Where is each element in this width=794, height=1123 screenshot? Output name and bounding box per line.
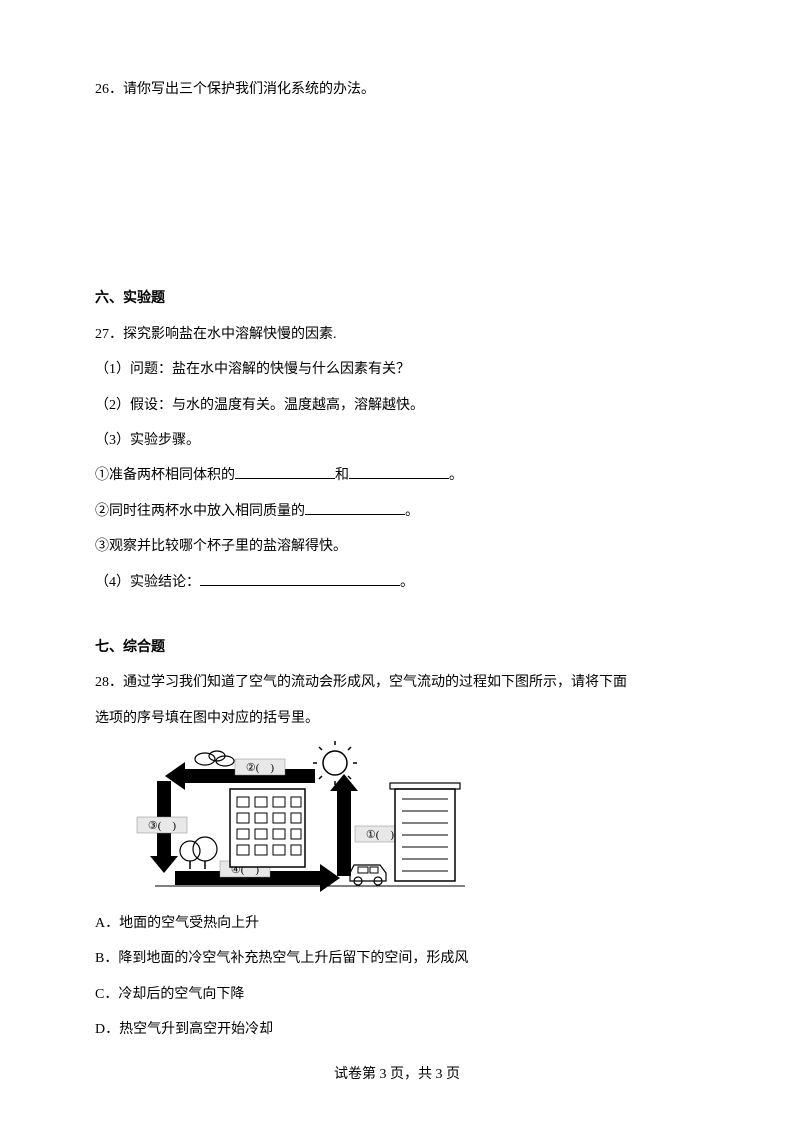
- option-a: A．地面的空气受热向上升: [95, 909, 699, 938]
- blank-3[interactable]: [305, 497, 405, 515]
- question-27-intro: 27．探究影响盐在水中溶解快慢的因素.: [95, 320, 699, 349]
- blank-1[interactable]: [235, 461, 335, 479]
- section-6-heading: 六、实验题: [95, 284, 699, 313]
- question-27-step2: ②同时往两杯水中放入相同质量的 。: [95, 497, 699, 526]
- question-28-line2: 选项的序号填在图中对应的括号里。: [95, 704, 699, 733]
- question-27-step1: ①准备两杯相同体积的 和 。: [95, 461, 699, 490]
- step2-suffix: 。: [405, 504, 419, 519]
- blank-4[interactable]: [200, 568, 400, 586]
- option-b: B．降到地面的冷空气补充热空气上升后留下的空间，形成风: [95, 944, 699, 973]
- diagram-label-2: ②( ): [246, 762, 275, 774]
- step1-mid: 和: [335, 468, 349, 483]
- diagram-label-1: ①( ): [366, 829, 395, 841]
- question-27-step3: ③观察并比较哪个杯子里的盐溶解得快。: [95, 532, 699, 561]
- section-7-heading: 七、综合题: [95, 633, 699, 662]
- step2-prefix: ②同时往两杯水中放入相同质量的: [95, 504, 305, 519]
- option-d: D．热空气升到高空开始冷却: [95, 1015, 699, 1044]
- option-c: C．冷却后的空气向下降: [95, 980, 699, 1009]
- blank-2[interactable]: [349, 461, 449, 479]
- sub4-prefix: （4）实验结论：: [95, 575, 200, 590]
- page-footer: 试卷第 3 页，共 3 页: [0, 1063, 794, 1083]
- question-27-sub3: （3）实验步骤。: [95, 426, 699, 455]
- question-27-sub1: （1）问题：盐在水中溶解的快慢与什么因素有关？: [95, 355, 699, 384]
- step1-prefix: ①准备两杯相同体积的: [95, 468, 235, 483]
- sub4-suffix: 。: [400, 575, 414, 590]
- question-27-sub2: （2）假设：与水的温度有关。温度越高，溶解越快。: [95, 391, 699, 420]
- step1-suffix: 。: [449, 468, 463, 483]
- air-flow-diagram: ②( ) ③( ) ④( ) ①( ): [135, 741, 475, 901]
- question-28-line1: 28．通过学习我们知道了空气的流动会形成风，空气流动的过程如下图所示，请将下面: [95, 668, 699, 697]
- diagram-label-3: ③( ): [148, 820, 177, 832]
- question-26: 26．请你写出三个保护我们消化系统的办法。: [95, 75, 699, 104]
- question-27-sub4: （4）实验结论： 。: [95, 568, 699, 597]
